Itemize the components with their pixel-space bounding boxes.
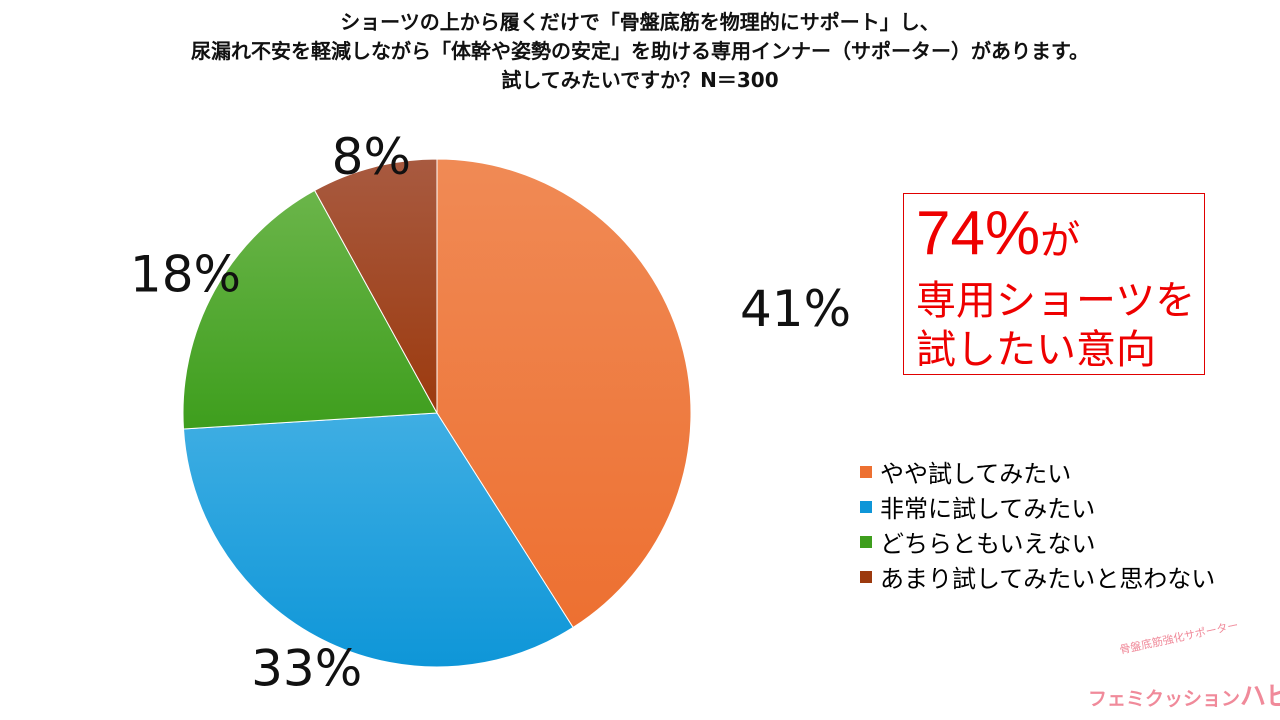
legend-label: 非常に試してみたい — [880, 495, 1096, 523]
slice-percent-label: 41% — [740, 280, 851, 338]
logo-name-large: ハピネス — [1240, 682, 1280, 712]
legend-item: 非常に試してみたい — [860, 489, 1215, 524]
slice-percent-label: 33% — [251, 640, 362, 698]
callout-line-3: 試したい意向 — [916, 327, 1156, 373]
logo-name-small: フェミクッション — [1088, 688, 1241, 710]
legend-swatch — [860, 570, 872, 583]
legend-swatch — [860, 500, 872, 513]
legend-label: あまり試してみたいと思わない — [880, 565, 1216, 593]
chart-title: ショーツの上から履くだけで「骨盤底筋を物理的にサポート」し、 尿漏れ不安を軽減し… — [0, 8, 1280, 95]
pie-slice — [182, 189, 438, 430]
pie-slice — [182, 412, 574, 668]
legend-swatch — [860, 535, 872, 548]
callout-suffix: が — [1040, 218, 1081, 264]
logo-name: フェミクッションハピネス — [1088, 676, 1280, 713]
slice-percent-label: 8% — [332, 128, 411, 186]
chart-title-line-1: ショーツの上から履くだけで「骨盤底筋を物理的にサポート」し、 — [340, 10, 940, 34]
callout-value: 74% — [916, 199, 1041, 268]
legend-item: あまり試してみたいと思わない — [860, 559, 1215, 594]
chart-legend: やや試してみたい 非常に試してみたい どちらともいえないあまり試してみたいと思わない — [860, 454, 1215, 594]
highlight-callout: 74%が 専用ショーツを 試したい意向 — [903, 193, 1205, 375]
chart-title-line-2: 尿漏れ不安を軽減しながら「体幹や姿勢の安定」を助ける専用インナー（サポーター）が… — [191, 39, 1089, 63]
legend-swatch — [860, 465, 872, 478]
legend-label: やや試してみたい — [880, 460, 1072, 488]
callout-headline: 74%が — [916, 198, 1204, 277]
pie-slice — [436, 158, 692, 629]
legend-item: どちらともいえない — [860, 524, 1215, 559]
legend-item: やや試してみたい — [860, 454, 1215, 489]
legend-label: どちらともいえない — [880, 530, 1096, 558]
pie-slice — [313, 158, 438, 414]
brand-logo: 骨盤底筋強化サポーター フェミクッションハピネス — [1088, 619, 1280, 712]
slice-percent-label: 18% — [130, 246, 241, 304]
callout-line-2: 専用ショーツを — [916, 278, 1196, 324]
chart-title-line-3: 試してみたいですか？N＝300 — [501, 68, 779, 92]
